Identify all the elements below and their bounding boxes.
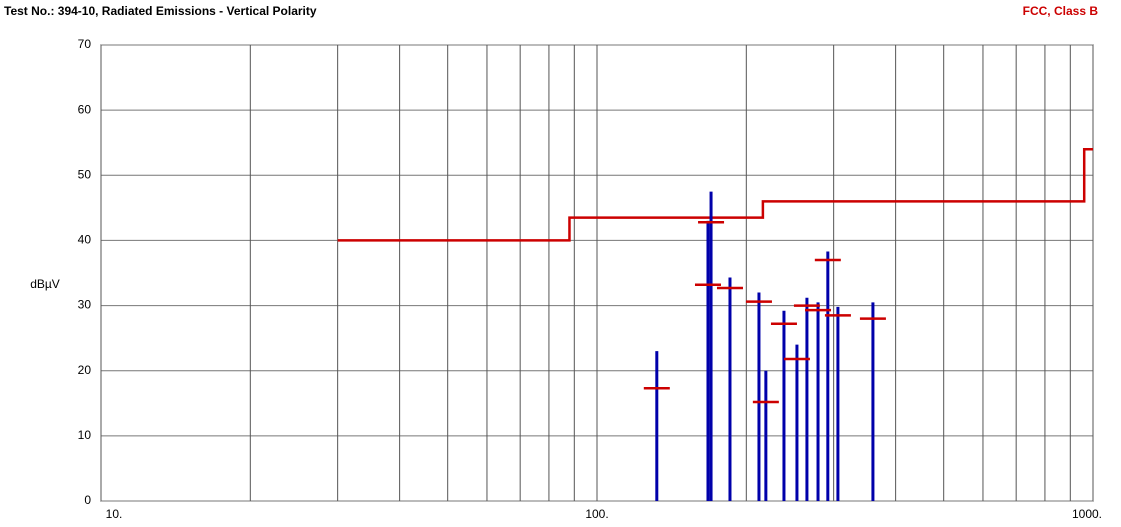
chart-subtitle: FCC, Class B xyxy=(1023,4,1099,18)
y-axis-label: dBµV xyxy=(30,277,60,291)
limit-line xyxy=(337,147,1093,242)
y-tick-label: 40 xyxy=(78,233,92,247)
y-tick-label: 50 xyxy=(78,167,92,181)
y-tick-label: 10 xyxy=(78,428,92,442)
x-tick-label: 10. xyxy=(106,507,123,521)
y-tick-label: 70 xyxy=(78,37,92,51)
y-tick-label: 30 xyxy=(78,298,92,312)
chart-title: Test No.: 394-10, Radiated Emissions - V… xyxy=(4,4,317,18)
y-tick-label: 60 xyxy=(78,102,92,116)
x-tick-label: 1000. xyxy=(1072,507,1102,521)
y-tick-label: 20 xyxy=(78,363,92,377)
y-tick-label: 0 xyxy=(84,493,91,507)
x-tick-label: 100. xyxy=(585,507,608,521)
